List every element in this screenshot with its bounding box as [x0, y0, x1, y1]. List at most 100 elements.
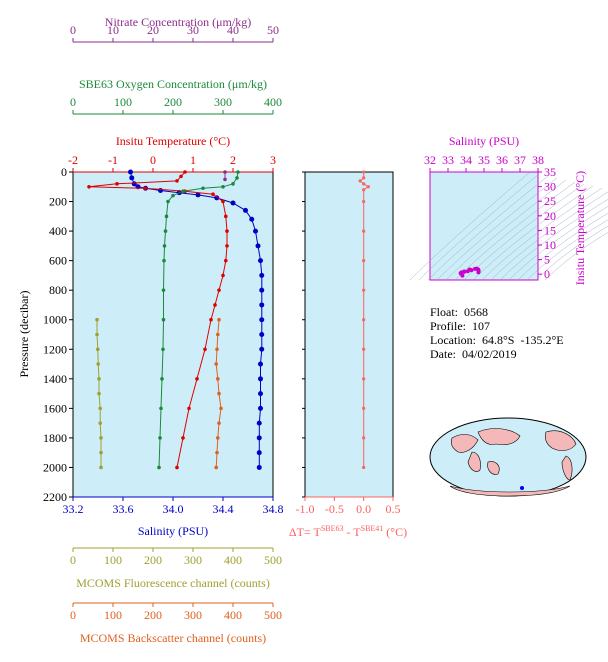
temperature-point [115, 182, 119, 186]
temperature-point [211, 192, 215, 196]
oxygen-tick-label: 100 [114, 95, 132, 109]
oxygen-point [161, 317, 166, 322]
pressure-tick-label: 800 [49, 283, 67, 297]
salinity-tick-label: 34.0 [163, 502, 184, 516]
ts-y-tick-label: 10 [544, 238, 556, 252]
temperature-tick-label: 3 [270, 153, 276, 167]
dt-plot-area [304, 171, 394, 498]
dt-tick-label: -0.5 [325, 502, 344, 516]
density-contour [526, 219, 608, 281]
dt-tick-label: 0.5 [386, 502, 401, 516]
temperature-point [224, 214, 228, 219]
salinity-point [258, 258, 263, 264]
salinity-point [259, 332, 265, 337]
dt-axis-unit: (°C) [383, 525, 407, 539]
temperature-tick-label: 0 [150, 153, 156, 167]
oxygen-point [231, 182, 235, 186]
axes-layer: 0200400600800100012001400160018002000220… [43, 23, 608, 622]
salinity-point [195, 192, 201, 198]
temperature-tick-label: 1 [190, 153, 196, 167]
ts-x-tick-label: 33 [442, 153, 454, 167]
main-plot-area [72, 171, 274, 498]
density-contour [490, 191, 608, 281]
oxygen-point [236, 170, 240, 174]
dt-axis-label: ΔT= TSBE63 - TSBE41 (°C) [289, 524, 407, 539]
temperature-point [175, 179, 179, 183]
dt-point [362, 170, 366, 174]
oxygen-point [158, 436, 162, 440]
temperature-axis-label: Insitu Temperature (°C) [116, 134, 230, 148]
ts-y-tick-label: 35 [544, 165, 556, 179]
nitrate-tick-label: 30 [187, 23, 199, 37]
temperature-tick-label: -2 [68, 153, 78, 167]
dt-point [362, 229, 366, 233]
backscatter-point [217, 421, 221, 425]
density-contour [544, 232, 608, 281]
backscatter-point [216, 332, 220, 337]
pressure-tick-label: 1800 [43, 431, 67, 445]
dt-point [362, 406, 366, 410]
salinity-point [259, 287, 265, 293]
backscatter-point [216, 436, 220, 440]
temperature-point [87, 184, 91, 189]
dt-point [362, 288, 366, 292]
fluorescence-point [98, 421, 102, 425]
salinity-point [258, 361, 263, 367]
nitrate-tick-label: 50 [267, 23, 279, 37]
nitrate-tick-label: 20 [147, 23, 159, 37]
fluorescence-point [99, 465, 103, 470]
fluorescence-tick-label: 0 [70, 553, 76, 567]
temperature-point [221, 199, 225, 204]
pressure-tick-label: 1000 [43, 313, 67, 327]
temperature-tick-label: 2 [230, 153, 236, 167]
dt-point [362, 259, 366, 263]
fluorescence-point [97, 377, 101, 381]
nitrate-point [223, 170, 227, 174]
oxygen-point [221, 184, 225, 189]
fluorescence-tick-label: 100 [104, 553, 122, 567]
density-contour [508, 206, 608, 281]
ts-x-tick-label: 36 [496, 153, 508, 167]
salinity-point [259, 302, 265, 308]
dt-point [362, 377, 366, 381]
dt-axis-mid: - T [344, 525, 362, 539]
nitrate-tick-label: 40 [227, 23, 239, 37]
fluorescence-tick-label: 500 [264, 553, 282, 567]
dt-point [362, 199, 366, 204]
density-contour [409, 171, 531, 281]
marks-layer [87, 169, 481, 470]
pressure-tick-label: 1600 [43, 401, 67, 415]
salinity-point [256, 435, 262, 441]
ts-x-tick-label: 38 [532, 153, 544, 167]
oxygen-point [162, 258, 166, 263]
temperature-tick-label: -1 [108, 153, 118, 167]
density-contour [418, 173, 540, 281]
salinity-point [255, 243, 261, 249]
backscatter-point [216, 377, 220, 381]
salinity-point [258, 391, 263, 397]
ts-point [476, 270, 481, 275]
pressure-tick-label: 200 [49, 195, 67, 209]
temperature-point [179, 174, 183, 179]
dt-point [362, 182, 366, 186]
fluorescence-point [98, 406, 102, 411]
ts-point [460, 273, 465, 278]
fluorescence-point [99, 436, 103, 440]
dt-point [362, 347, 366, 351]
nitrate-tick-label: 0 [70, 23, 76, 37]
pressure-tick-label: 0 [61, 165, 67, 179]
float-location-marker [520, 486, 524, 490]
backscatter-point [217, 317, 221, 322]
ts-y-tick-label: 0 [544, 267, 550, 281]
backscatter-point [219, 406, 223, 411]
ts-y-tick-label: 20 [544, 209, 556, 223]
temperature-point [203, 347, 207, 352]
salinity-point [258, 376, 263, 382]
backscatter-point [214, 465, 218, 470]
temperature-point [217, 288, 221, 292]
fluorescence-point [99, 450, 103, 455]
ts-x-tick-label: 35 [478, 153, 490, 167]
profile-number: Profile: 107 [430, 319, 490, 333]
dt-point [362, 465, 366, 470]
pressure-tick-label: 1400 [43, 372, 67, 386]
